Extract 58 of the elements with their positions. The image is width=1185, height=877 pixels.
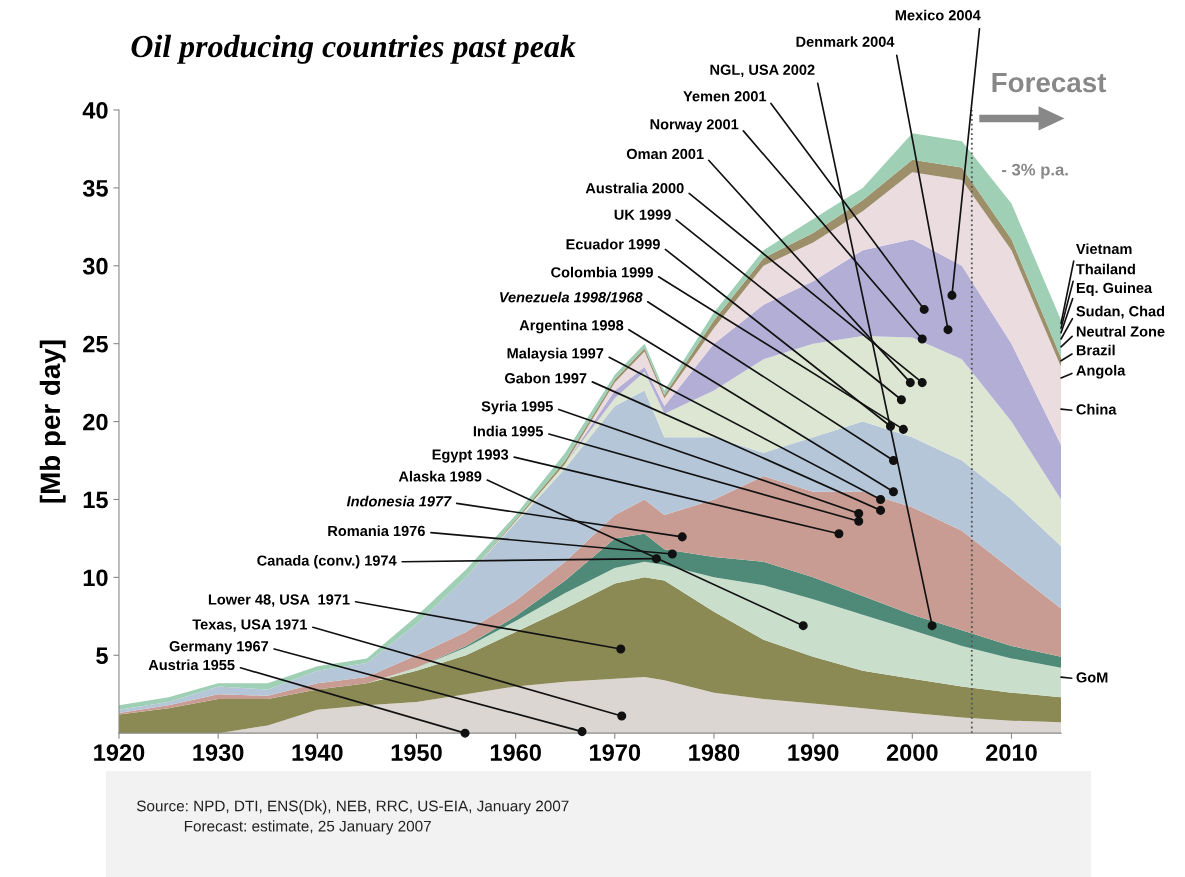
x-tick-label: 2010	[986, 744, 1037, 761]
annotation: Malaysia 1997	[507, 347, 604, 362]
annotation: India 1995	[473, 425, 543, 437]
annotation: Indonesia 1977	[346, 495, 452, 507]
annotation: Australia 2000	[585, 182, 684, 194]
annotation: Oman 2001	[626, 148, 704, 160]
x-tick-label: 1930	[193, 744, 244, 761]
annotation: Sudan, Chad	[1076, 305, 1165, 319]
y-tick-label: 20	[83, 413, 108, 431]
y-tick-label: 10	[83, 569, 108, 587]
chart-title: Oil producing countries past peak	[131, 34, 576, 64]
x-tick-label: 1920	[94, 744, 145, 761]
annotation: Argentina 1998	[519, 319, 624, 334]
annotation: Brazil	[1076, 344, 1115, 356]
annotation: Egypt 1993	[432, 449, 509, 463]
x-tick-label: 1970	[590, 744, 641, 761]
annotation: Germany 1967	[169, 641, 269, 655]
annotation: Alaska 1989	[398, 470, 482, 482]
annotation: UK 1999	[614, 209, 671, 220]
annotation: GoM	[1076, 672, 1108, 683]
x-tick-label: 2000	[886, 744, 938, 761]
annotation: Lower 48, USA 1971	[208, 594, 350, 607]
source-note: Source: NPD, DTI, ENS(Dk), NEB, RRC, US-EIA, January 2007	[136, 800, 569, 815]
annotation: Canada (conv.) 1974	[257, 555, 397, 569]
y-tick-label: 30	[82, 257, 108, 275]
annotation: Gabon 1997	[504, 372, 587, 384]
annotation: Colombia 1999	[551, 266, 653, 278]
annotation: Yemen 2001	[683, 91, 767, 102]
annotation: China	[1076, 403, 1117, 415]
annotation: Venezuela 1998/1968	[500, 291, 643, 303]
y-axis-title: [Mb per day]	[39, 340, 66, 503]
x-tick-label: 1980	[689, 744, 740, 761]
text: Forecast: estimate, 25 January 2007	[184, 820, 431, 835]
y-tick-label: 5	[96, 647, 108, 665]
annotation: - 3% p.a.	[1001, 163, 1068, 179]
x-tick-label: 1950	[391, 744, 442, 761]
annotation: Eq. Guinea	[1076, 282, 1153, 296]
annotation: Romania 1976	[328, 525, 425, 537]
y-tick-label: 35	[82, 179, 108, 197]
annotation: Ecuador 1999	[566, 238, 660, 250]
annotation: Denmark 2004	[796, 36, 895, 47]
annotation: Austria 1955	[148, 659, 235, 671]
annotation: Norway 2001	[650, 119, 739, 133]
y-tick-label: 25	[83, 335, 108, 353]
x-tick-label: 1940	[292, 744, 343, 761]
text: Forecast	[992, 72, 1107, 93]
y-tick-label: 15	[83, 491, 108, 509]
annotation: Syria 1995	[481, 400, 553, 415]
x-tick-label: 1960	[490, 744, 541, 761]
y-tick-label: 40	[82, 102, 108, 119]
x-tick-label: 1990	[788, 744, 839, 761]
annotation: Mexico 2004	[895, 9, 981, 21]
annotation: Neutral Zone	[1076, 325, 1165, 337]
annotation: NGL, USA 2002	[710, 64, 815, 78]
annotation: Angola	[1076, 364, 1126, 379]
annotation: Thailand	[1076, 263, 1135, 275]
annotation: Vietnam	[1076, 243, 1132, 255]
annotation: Texas, USA 1971	[192, 619, 307, 632]
